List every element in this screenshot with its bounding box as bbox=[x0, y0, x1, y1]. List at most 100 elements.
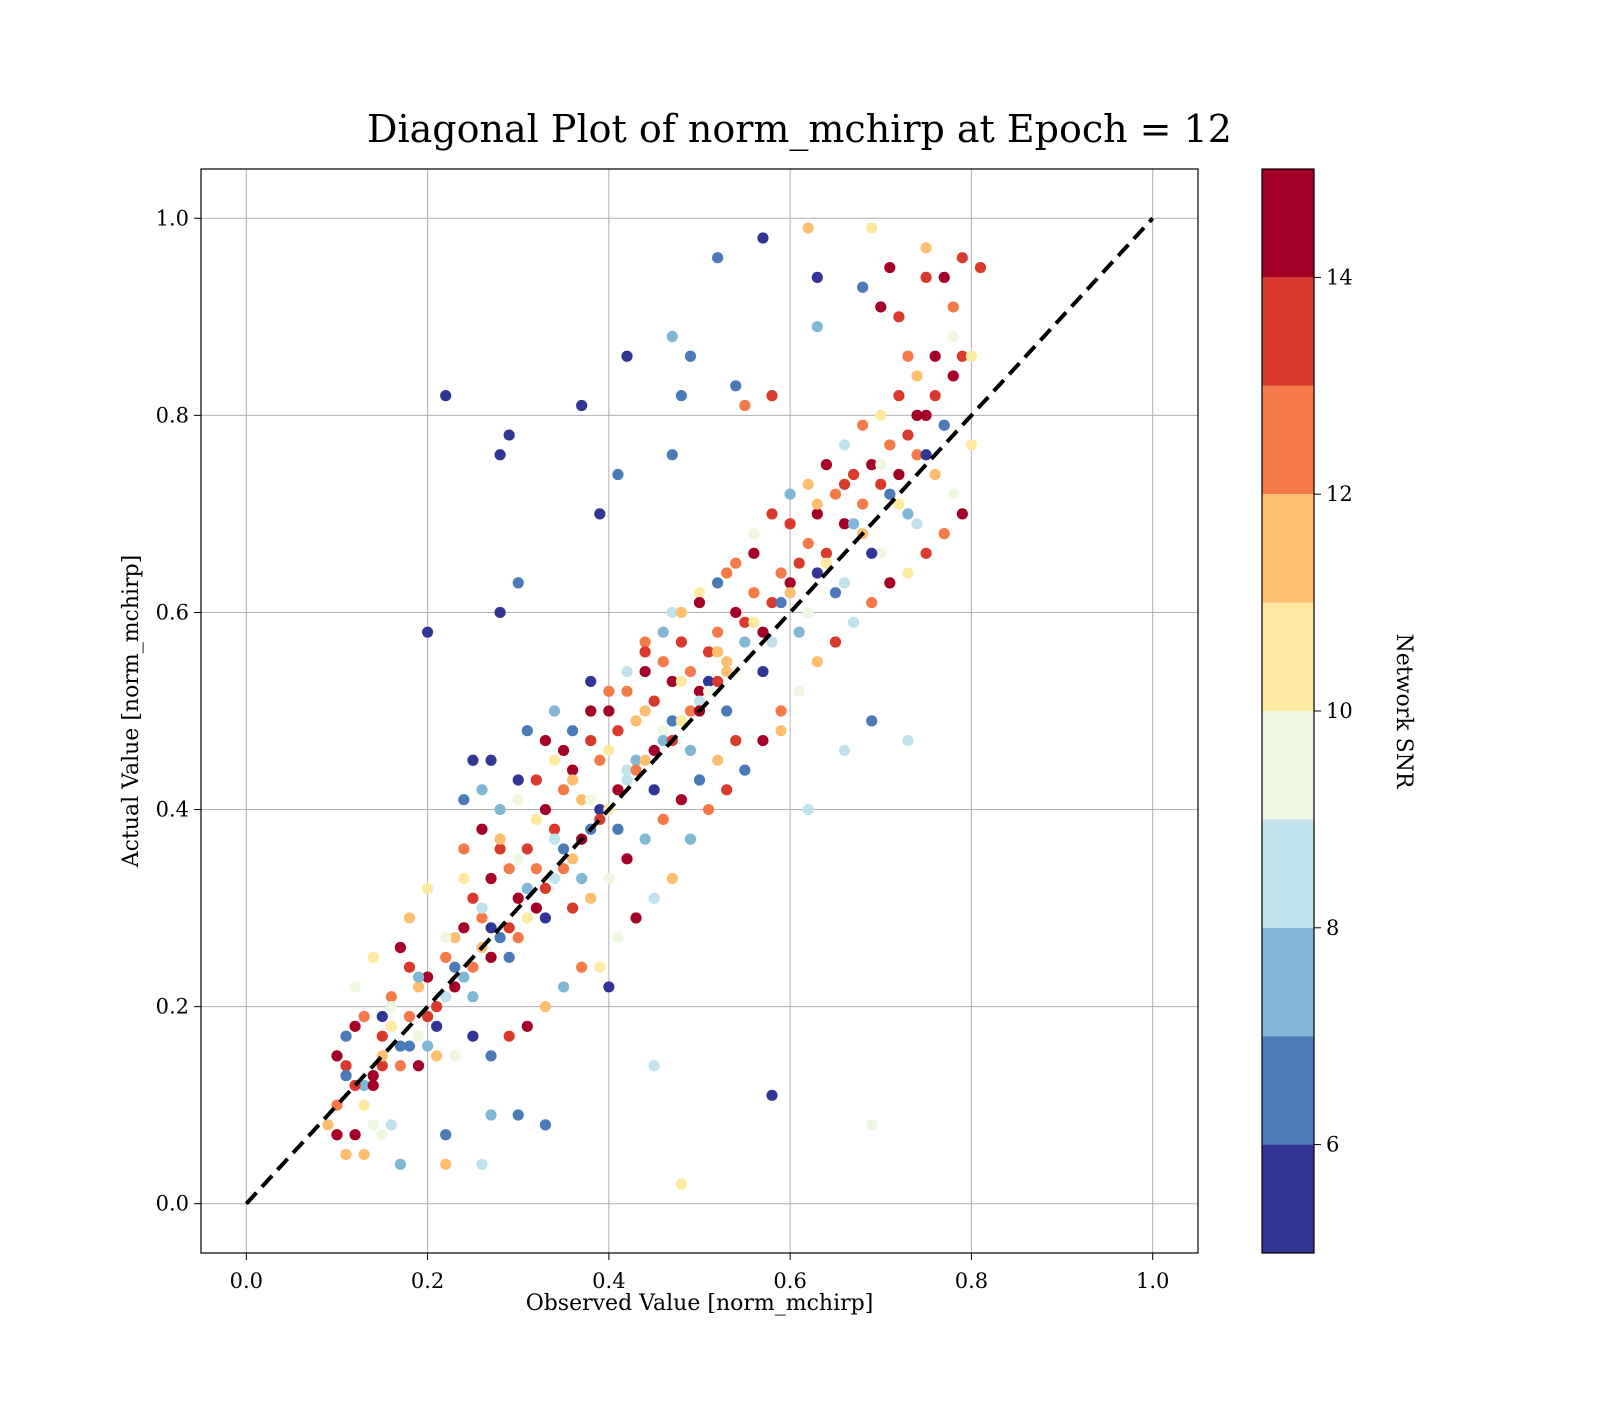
scatter-point bbox=[467, 961, 479, 973]
scatter-point bbox=[403, 961, 416, 973]
scatter-point bbox=[585, 675, 597, 688]
scatter-point bbox=[893, 498, 905, 510]
scatter-point bbox=[702, 675, 715, 688]
y-tick-label: 0.8 bbox=[156, 403, 189, 427]
scatter-point bbox=[702, 685, 715, 697]
scatter-point bbox=[666, 330, 678, 343]
scatter-point bbox=[730, 557, 742, 569]
scatter-point bbox=[766, 636, 778, 648]
scatter-point bbox=[340, 1070, 352, 1082]
scatter-point bbox=[503, 922, 515, 934]
scatter-point bbox=[648, 892, 660, 904]
scatter-point bbox=[394, 1158, 406, 1170]
scatter-point bbox=[458, 971, 470, 983]
scatter-point bbox=[576, 961, 588, 973]
scatter-point bbox=[748, 547, 760, 559]
scatter-point bbox=[630, 715, 642, 727]
scatter-point bbox=[621, 764, 633, 776]
scatter-point bbox=[621, 665, 633, 678]
scatter-point bbox=[712, 646, 724, 658]
scatter-point bbox=[512, 794, 524, 806]
scatter-point bbox=[675, 675, 687, 688]
scatter-point bbox=[712, 626, 724, 638]
scatter-point bbox=[730, 380, 742, 392]
scatter-point bbox=[739, 764, 751, 776]
scatter-point bbox=[594, 961, 606, 973]
scatter-point bbox=[612, 932, 624, 944]
colorbar-band bbox=[1262, 1144, 1314, 1253]
scatter-point bbox=[367, 951, 379, 963]
scatter-point bbox=[530, 863, 542, 875]
scatter-point bbox=[367, 1119, 379, 1131]
scatter-point bbox=[793, 557, 805, 569]
colorbar-band bbox=[1262, 169, 1314, 278]
scatter-point bbox=[630, 764, 642, 776]
x-tick-label: 0.4 bbox=[592, 1269, 625, 1293]
scatter-point bbox=[412, 1060, 425, 1072]
scatter-point bbox=[594, 754, 606, 766]
scatter-point bbox=[539, 1119, 552, 1131]
scatter-point bbox=[784, 488, 796, 500]
scatter-point bbox=[585, 705, 597, 717]
scatter-point bbox=[458, 794, 470, 806]
scatter-point bbox=[884, 261, 896, 274]
scatter-point bbox=[412, 981, 425, 993]
scatter-point bbox=[938, 419, 950, 431]
scatter-point bbox=[449, 932, 461, 944]
scatter-point bbox=[503, 951, 515, 963]
scatter-point bbox=[666, 449, 678, 461]
scatter-point bbox=[539, 912, 552, 924]
scatter-point bbox=[476, 902, 488, 914]
scatter-point bbox=[539, 734, 552, 747]
scatter-point bbox=[440, 390, 452, 402]
scatter-point bbox=[684, 744, 697, 757]
scatter-point bbox=[657, 725, 669, 737]
scatter-point bbox=[431, 1020, 443, 1032]
scatter-point bbox=[748, 528, 760, 540]
scatter-point bbox=[539, 882, 552, 894]
scatter-point bbox=[621, 350, 633, 362]
scatter-point bbox=[929, 350, 941, 362]
scatter-point bbox=[920, 449, 932, 461]
scatter-point bbox=[639, 833, 651, 845]
scatter-point bbox=[440, 1158, 452, 1170]
scatter-point bbox=[712, 577, 724, 589]
scatter-point bbox=[548, 754, 561, 766]
scatter-point bbox=[947, 330, 959, 343]
scatter-point bbox=[440, 932, 452, 944]
scatter-point bbox=[802, 606, 814, 619]
scatter-point bbox=[847, 518, 860, 530]
x-tick-label: 1.0 bbox=[1136, 1269, 1169, 1293]
scatter-point bbox=[684, 350, 697, 362]
scatter-point bbox=[866, 459, 878, 471]
scatter-point bbox=[802, 222, 814, 234]
scatter-point bbox=[766, 508, 778, 520]
scatter-point bbox=[648, 744, 660, 757]
scatter-point bbox=[857, 419, 869, 431]
scatter-point bbox=[403, 912, 416, 924]
scatter-point bbox=[548, 823, 561, 835]
scatter-point bbox=[557, 981, 570, 993]
scatter-point bbox=[947, 301, 959, 313]
scatter-point bbox=[884, 577, 896, 589]
scatter-point bbox=[521, 882, 533, 894]
scatter-point bbox=[548, 872, 561, 885]
diagonal-reference-line bbox=[244, 216, 1155, 1206]
scatter-point bbox=[657, 626, 669, 638]
scatter-point bbox=[902, 350, 914, 362]
scatter-point bbox=[875, 409, 887, 421]
scatter-point bbox=[358, 1079, 370, 1092]
scatter-point bbox=[902, 429, 914, 441]
scatter-point bbox=[748, 616, 760, 628]
scatter-point bbox=[512, 774, 524, 786]
scatter-point bbox=[974, 261, 987, 274]
scatter-point bbox=[838, 577, 851, 589]
scatter-point bbox=[612, 784, 624, 796]
scatter-point bbox=[440, 991, 452, 1003]
scatter-point bbox=[458, 872, 470, 885]
scatter-point bbox=[911, 449, 923, 461]
scatter-point bbox=[485, 872, 497, 885]
scatter-point bbox=[648, 784, 660, 796]
scatter-point bbox=[675, 794, 687, 806]
scatter-point bbox=[612, 823, 624, 835]
